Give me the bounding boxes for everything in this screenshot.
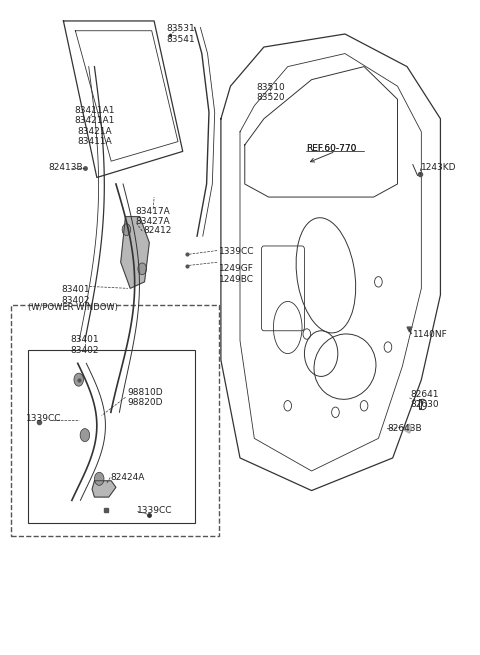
- Text: 1140NF: 1140NF: [413, 329, 447, 339]
- Circle shape: [74, 373, 84, 386]
- Text: 82412: 82412: [144, 227, 172, 235]
- Text: 83417A
83427A: 83417A 83427A: [136, 207, 170, 226]
- Text: 1339CC: 1339CC: [137, 506, 173, 515]
- Text: 83531
83541: 83531 83541: [166, 24, 195, 44]
- Circle shape: [138, 263, 146, 274]
- Text: 1249GF
1249BC: 1249GF 1249BC: [218, 264, 253, 284]
- Text: (W/POWER WINDOW): (W/POWER WINDOW): [28, 303, 118, 312]
- Text: 82424A: 82424A: [110, 473, 144, 482]
- Polygon shape: [405, 424, 412, 433]
- Polygon shape: [92, 481, 116, 497]
- Text: 82413B: 82413B: [48, 163, 83, 172]
- Text: 82641
82630: 82641 82630: [411, 390, 440, 409]
- Text: 83401
83402: 83401 83402: [71, 335, 99, 355]
- Text: 1339CC: 1339CC: [218, 247, 254, 255]
- Text: 98810D
98820D: 98810D 98820D: [128, 388, 164, 407]
- Text: 1339CC: 1339CC: [26, 415, 62, 423]
- Text: 82643B: 82643B: [387, 424, 421, 433]
- Text: 83411A1
83421A1
83421A
83411A: 83411A1 83421A1 83421A 83411A: [74, 105, 115, 146]
- Text: REF.60-770: REF.60-770: [306, 143, 356, 153]
- Circle shape: [122, 224, 131, 236]
- Polygon shape: [120, 217, 149, 288]
- Circle shape: [95, 472, 104, 485]
- Text: REF.60-770: REF.60-770: [306, 143, 356, 153]
- Text: 1243KD: 1243KD: [421, 163, 457, 172]
- Circle shape: [80, 428, 90, 441]
- Text: 83401
83402: 83401 83402: [61, 285, 90, 305]
- Text: 83510
83520: 83510 83520: [257, 83, 286, 102]
